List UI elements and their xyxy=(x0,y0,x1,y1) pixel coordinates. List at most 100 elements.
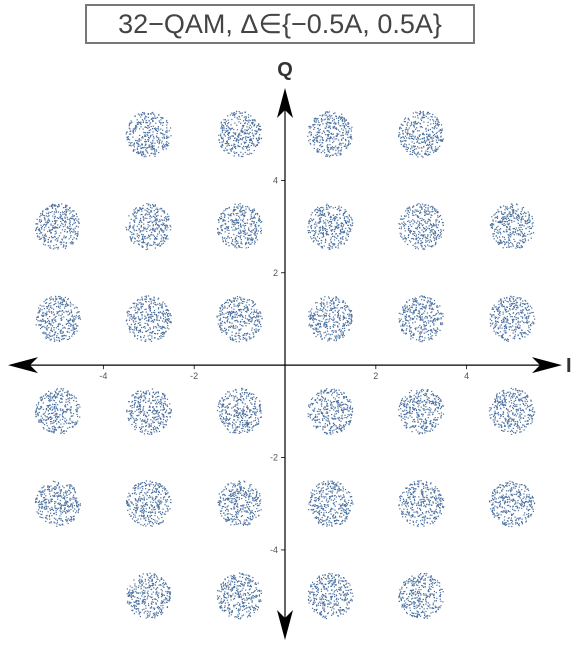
sample-point xyxy=(317,117,319,120)
sample-point xyxy=(130,133,132,135)
sample-point xyxy=(338,318,341,320)
sample-point xyxy=(141,144,143,146)
sample-point xyxy=(324,321,326,323)
sample-point xyxy=(351,219,353,221)
sample-point xyxy=(154,204,156,206)
sample-point xyxy=(156,207,158,209)
sample-point xyxy=(49,230,51,232)
sample-point xyxy=(417,240,419,242)
sample-point xyxy=(256,319,258,321)
sample-point xyxy=(316,149,318,151)
sample-point xyxy=(249,316,251,318)
sample-point xyxy=(228,132,230,135)
sample-point xyxy=(247,332,249,334)
sample-point xyxy=(404,222,406,224)
sample-point xyxy=(429,211,431,213)
sample-point xyxy=(327,134,329,137)
sample-point xyxy=(241,147,243,149)
sample-point xyxy=(138,152,140,154)
sample-point xyxy=(42,236,44,238)
sample-point xyxy=(524,238,526,240)
sample-point xyxy=(328,133,330,136)
sample-point xyxy=(45,328,48,330)
sample-point xyxy=(139,123,142,125)
sample-point xyxy=(151,222,153,224)
sample-point xyxy=(236,247,238,249)
sample-point xyxy=(46,221,48,223)
sample-point xyxy=(76,330,78,332)
sample-point xyxy=(154,247,156,249)
sample-point xyxy=(248,315,250,317)
sample-point xyxy=(506,226,508,229)
sample-point xyxy=(69,312,71,314)
sample-point xyxy=(428,241,431,243)
sample-point xyxy=(228,229,230,231)
sample-point xyxy=(234,246,236,248)
sample-point xyxy=(425,239,427,241)
sample-point xyxy=(409,150,411,153)
sample-point xyxy=(166,308,168,311)
sample-point xyxy=(519,233,521,235)
sample-point xyxy=(252,211,254,213)
sample-point xyxy=(240,131,242,133)
sample-point xyxy=(225,142,228,144)
sample-point xyxy=(77,311,79,313)
sample-point xyxy=(70,243,72,245)
sample-point xyxy=(46,321,49,323)
sample-point xyxy=(255,144,257,146)
sample-point xyxy=(251,231,253,233)
sample-point xyxy=(162,223,164,226)
sample-point xyxy=(161,146,164,148)
sample-point xyxy=(343,317,345,319)
sample-point xyxy=(159,219,161,221)
sample-point xyxy=(150,135,152,137)
sample-point xyxy=(424,244,426,247)
sample-point xyxy=(153,319,155,321)
sample-point xyxy=(166,129,168,131)
sample-point xyxy=(35,227,38,229)
sample-point xyxy=(228,326,231,328)
sample-point xyxy=(319,220,321,223)
sample-point xyxy=(341,134,343,136)
sample-point xyxy=(507,217,509,219)
sample-point xyxy=(229,337,231,339)
sample-point xyxy=(329,122,331,124)
sample-point xyxy=(224,231,226,233)
sample-point xyxy=(68,230,71,232)
sample-point xyxy=(161,117,163,119)
sample-point xyxy=(335,128,338,130)
sample-point xyxy=(336,304,338,307)
sample-point xyxy=(340,206,342,208)
sample-point xyxy=(48,236,51,239)
sample-point xyxy=(348,141,350,143)
sample-point xyxy=(227,227,229,229)
sample-point xyxy=(167,238,169,240)
sample-point xyxy=(318,237,321,239)
sample-point xyxy=(422,247,424,250)
sample-point xyxy=(66,216,68,218)
sample-point xyxy=(57,301,59,303)
sample-point xyxy=(167,313,169,315)
sample-point xyxy=(489,224,492,226)
sample-point xyxy=(250,239,252,241)
sample-point xyxy=(323,209,325,211)
sample-point xyxy=(167,315,169,317)
sample-point xyxy=(229,321,231,323)
sample-point xyxy=(340,333,342,335)
sample-point xyxy=(156,218,158,220)
sample-point xyxy=(323,314,325,316)
sample-point xyxy=(440,124,443,126)
sample-point xyxy=(166,305,168,307)
sample-point xyxy=(234,134,237,136)
sample-point xyxy=(157,138,160,140)
sample-point xyxy=(69,207,71,210)
sample-point xyxy=(436,211,438,213)
sample-point xyxy=(73,220,75,222)
sample-point xyxy=(241,137,244,139)
sample-point xyxy=(418,230,420,233)
sample-point xyxy=(343,243,345,245)
sample-point xyxy=(139,208,141,211)
sample-point xyxy=(220,145,222,148)
sample-point xyxy=(216,315,218,317)
sample-point xyxy=(163,219,166,221)
